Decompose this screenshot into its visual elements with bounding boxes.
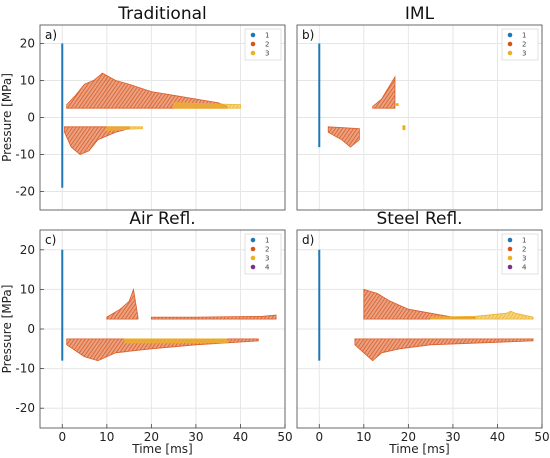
legend-entry: 2 (265, 246, 269, 254)
legend-entry: 3 (522, 50, 526, 58)
y-axis-label: Pressure [MPa] (0, 285, 14, 374)
legend-entry: 3 (522, 255, 526, 263)
x-tick-label: 40 (490, 430, 505, 444)
legend-marker (250, 264, 256, 270)
x-tick-label: 20 (144, 430, 159, 444)
x-tick-label: 50 (277, 430, 292, 444)
legend: 123 (244, 28, 282, 61)
x-axis-label: Time [ms] (131, 442, 193, 456)
series-2-band (354, 338, 534, 362)
chart-title: Steel Refl. (376, 209, 462, 229)
legend-entry: 2 (522, 246, 526, 254)
series-3-band (106, 126, 143, 131)
chart-title: Traditional (117, 4, 207, 24)
series-2-band (66, 338, 259, 362)
legend-marker (507, 246, 513, 252)
legend-marker (250, 246, 256, 252)
panel-label: a) (45, 28, 57, 42)
y-tick-label: 0 (27, 111, 35, 125)
legend-box (501, 28, 539, 61)
legend-marker (507, 41, 513, 47)
y-tick-label: 20 (20, 37, 35, 51)
legend-box (244, 233, 282, 275)
legend: 123 (501, 28, 539, 61)
y-tick-label: 10 (20, 74, 35, 88)
y-tick-label: 10 (20, 282, 35, 296)
panel-label: c) (45, 233, 56, 247)
series-2-band (106, 287, 139, 320)
legend-box (501, 233, 539, 275)
legend-entry: 1 (522, 32, 526, 40)
chart-title: Air Refl. (129, 209, 195, 229)
y-tick-label: -20 (15, 401, 35, 415)
panel-label: b) (302, 28, 314, 42)
legend-entry: 4 (522, 264, 527, 272)
series-3-band (173, 102, 241, 109)
chart-panel-1: -20 -10 0 10 20 Traditional a) Pressure [MPa] 12… (0, 4, 286, 211)
legend-entry: 1 (265, 237, 269, 245)
legend-marker (507, 50, 513, 56)
x-tick-label: 10 (99, 430, 114, 444)
x-tick-label: 0 (315, 430, 323, 444)
series-3-band (430, 310, 534, 320)
legend-marker (250, 32, 256, 38)
axes-frame (296, 229, 543, 429)
series-2-band (372, 75, 396, 109)
legend-marker (250, 41, 256, 47)
legend-marker (250, 255, 256, 261)
legend-entry: 1 (522, 237, 526, 245)
legend-box (244, 28, 282, 61)
x-axis-label: Time [ms] (388, 442, 450, 456)
legend-marker (507, 264, 513, 270)
legend-entry: 3 (265, 50, 269, 58)
legend-entry: 4 (265, 264, 270, 272)
legend-marker (250, 237, 256, 243)
chart-title: IML (405, 4, 435, 24)
legend-marker (507, 237, 513, 243)
legend-entry: 3 (265, 255, 269, 263)
chart-panel-3: -20 -10 0 10 20 0 10 20 30 40 50 Air Refl. c) Pressur… (0, 209, 293, 456)
legend-entry: 1 (265, 32, 269, 40)
legend-entry: 2 (265, 41, 269, 49)
x-tick-label: 50 (534, 430, 549, 444)
series-2-band (151, 314, 277, 320)
chart-panel-2: IML b) 123 (296, 4, 543, 211)
series-3-band (124, 338, 228, 344)
series-2-band (327, 126, 360, 148)
y-tick-label: 0 (27, 322, 35, 336)
y-tick-label: -20 (15, 185, 35, 199)
series-3-point (395, 102, 399, 107)
y-tick-label: -10 (15, 148, 35, 162)
x-tick-label: 30 (188, 430, 203, 444)
legend-entry: 2 (522, 41, 526, 49)
y-tick-label: 20 (20, 243, 35, 257)
series-2-band (363, 288, 476, 320)
x-tick-label: 20 (401, 430, 416, 444)
legend-marker (507, 255, 513, 261)
legend-marker (250, 50, 256, 56)
legend-marker (507, 32, 513, 38)
axes-frame (296, 24, 543, 211)
y-tick-label: -10 (15, 362, 35, 376)
y-axis-label: Pressure [MPa] (0, 73, 14, 162)
x-tick-label: 30 (445, 430, 460, 444)
x-tick-label: 40 (233, 430, 248, 444)
x-tick-label: 0 (58, 430, 66, 444)
panel-label: d) (302, 233, 314, 247)
series-3-point (402, 127, 406, 131)
x-tick-label: 10 (356, 430, 371, 444)
